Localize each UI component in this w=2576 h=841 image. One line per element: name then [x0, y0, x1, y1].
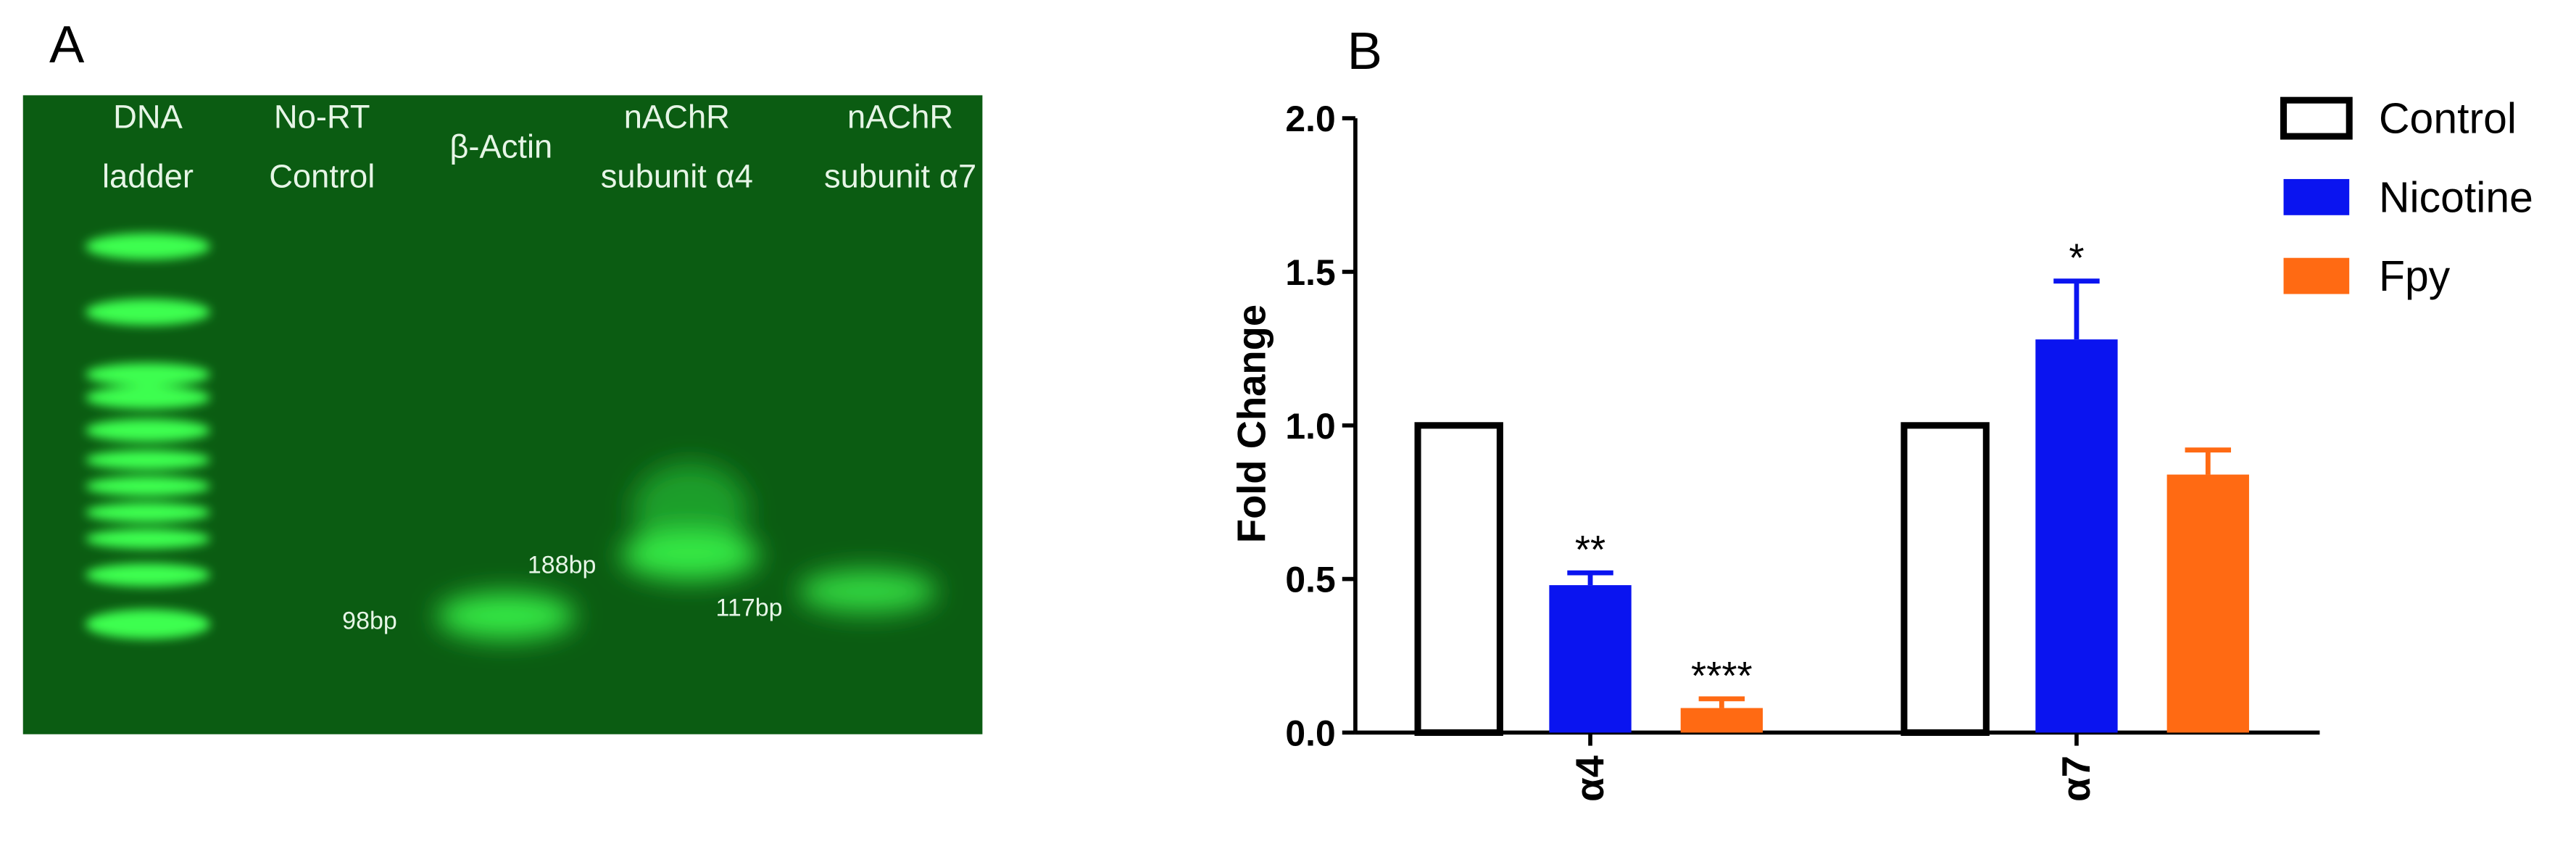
band-label: 98bp — [342, 608, 397, 635]
lane-label: Control — [269, 157, 375, 194]
significance-label: ** — [1575, 528, 1605, 572]
error-bar — [2185, 447, 2232, 475]
y-tick-label: 1.5 — [1285, 252, 1335, 293]
lane-label: ladder — [102, 157, 194, 194]
legend-swatch — [2283, 178, 2350, 215]
band-label: 117bp — [716, 594, 783, 622]
lane-label: nAChR — [624, 99, 730, 136]
legend-label: Nicotine — [2379, 174, 2533, 221]
bar — [1900, 422, 1990, 736]
error-bar — [2053, 278, 2100, 340]
bar — [2166, 474, 2249, 733]
sample-bands — [436, 463, 936, 639]
y-axis-label: Fold Change — [1229, 304, 1274, 543]
legend-label: Fpy — [2379, 253, 2451, 300]
gel: DNA ladder No-RT Control β-Actin nAChR subunit… — [22, 95, 983, 734]
error-bar — [1698, 696, 1745, 708]
legend-swatch — [2280, 96, 2353, 140]
panel-label: B — [1347, 22, 1382, 80]
significance-label: **** — [1691, 653, 1753, 697]
x-tick-label: α7 — [2054, 755, 2098, 802]
y-tick-label: 1.0 — [1285, 406, 1335, 447]
y-tick-label: 0.5 — [1285, 560, 1335, 600]
lane-label: nAChR — [847, 99, 953, 136]
error-bar — [1567, 570, 1613, 586]
bar — [1549, 585, 1632, 733]
bar — [1414, 422, 1503, 736]
bar — [1680, 708, 1763, 733]
significance-label: * — [2069, 236, 2084, 280]
lane-label: β-Actin — [449, 128, 552, 165]
y-tick-label: 0.0 — [1285, 713, 1335, 754]
lane-label: DNA — [113, 99, 183, 136]
legend-label: Control — [2379, 96, 2517, 143]
lane-label: No-RT — [274, 99, 370, 136]
band-label: 188bp — [528, 552, 597, 579]
lane-label: subunit α4 — [601, 157, 753, 194]
ladder-bands — [85, 233, 211, 639]
y-tick-label: 2.0 — [1285, 99, 1335, 139]
panel-label: A — [49, 15, 85, 74]
lane-label: subunit α7 — [824, 157, 976, 194]
bar-chart: 0.00.51.01.52.0α4******α7*ControlNicotin… — [1285, 96, 2533, 802]
bar — [2035, 339, 2118, 733]
x-tick-label: α4 — [1568, 755, 1612, 802]
legend-swatch — [2283, 257, 2350, 294]
